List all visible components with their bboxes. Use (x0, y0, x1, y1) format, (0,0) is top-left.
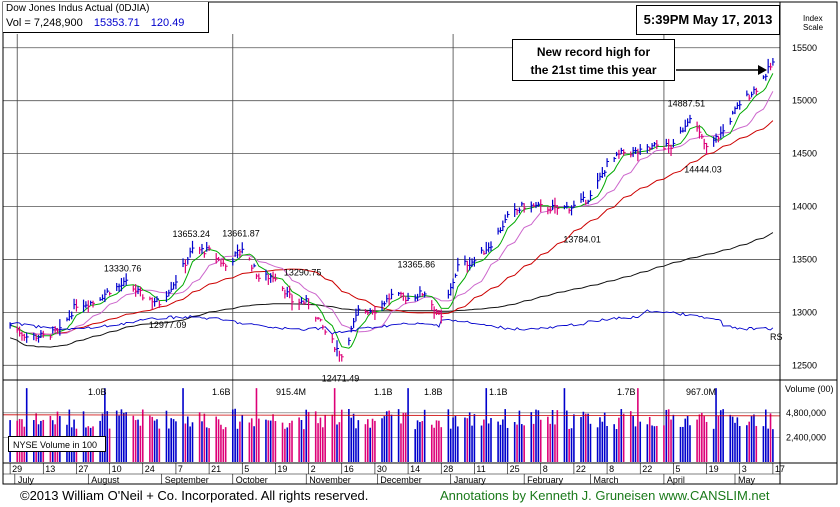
price-tick-label: 14000 (792, 202, 817, 212)
index-scale-line2: Scale (803, 23, 824, 32)
price-tick-label: 13500 (792, 254, 817, 264)
volume-average-line (2, 414, 781, 417)
day-tick-label: 30 (377, 464, 387, 474)
change-value: 120.49 (150, 17, 185, 29)
chart-frame (2, 1, 838, 485)
price-annotation-label: 13661.87 (222, 228, 260, 238)
volume-annotation-label: 1.7B (617, 387, 636, 397)
price-annotation-label: 13330.76 (104, 263, 142, 273)
annotation-line-2: the 21st time this year (530, 63, 657, 77)
month-label: August (91, 475, 120, 485)
day-tick-label: 5 (675, 464, 680, 474)
rs-line-path (10, 309, 774, 335)
day-tick-label: 29 (12, 464, 22, 474)
volume-tick-label: 4,800,000 (786, 408, 826, 418)
price-bars (9, 58, 775, 362)
day-tick-label: 5 (244, 464, 249, 474)
day-tick-label: 24 (145, 464, 155, 474)
volume-annotation-label: 1.1B (489, 387, 508, 397)
annotation-arrowhead (758, 65, 767, 75)
price-tick-label: 15000 (792, 96, 817, 106)
price-tick-label: 14500 (792, 149, 817, 159)
index-scale-line1: Index (803, 14, 823, 23)
day-tick-label: 28 (443, 464, 453, 474)
day-tick-label: 2 (311, 464, 316, 474)
price-annotation-label: 13653.24 (173, 229, 211, 239)
price-line: Vol = 7,248,900 15353.71 120.49 (6, 17, 184, 29)
day-tick-label: 8 (543, 464, 548, 474)
header-info: Dow Jones Indus Actual (0DJIA) Vol = 7,2… (3, 2, 209, 33)
month-label: July (18, 475, 35, 485)
price-annotation-label: 14887.51 (668, 99, 706, 109)
month-label: January (454, 475, 487, 485)
annotation-box: New record high for the 21st time this y… (512, 39, 675, 81)
volume-legend-box: NYSE Volume in 100 (8, 436, 106, 452)
price-tick-label: 13000 (792, 307, 817, 317)
volume-value: Vol = 7,248,900 (6, 17, 83, 29)
day-tick-label: 11 (476, 464, 485, 474)
volume-annotation-label: 1.6B (212, 387, 231, 397)
price-annotation-label: 12471.49 (322, 373, 360, 383)
day-tick-label: 21 (211, 464, 221, 474)
rs-label: RS (770, 332, 783, 342)
day-tick-label: 22 (576, 464, 586, 474)
index-scale-label: Index Scale (803, 14, 823, 32)
volume-annotation-label: 1.8B (424, 387, 443, 397)
price-value: 15353.71 (93, 17, 140, 29)
price-annotation-label: 14444.03 (684, 165, 722, 175)
copyright-text: ©2013 William O'Neil + Co. Incorporated.… (20, 488, 369, 503)
month-label: September (165, 475, 209, 485)
month-label: May (738, 475, 756, 485)
day-tick-label: 19 (709, 464, 719, 474)
price-annotation-label: 13290.75 (284, 268, 322, 278)
volume-annotation-label: 967.0M (686, 387, 716, 397)
annotation-credit: Annotations by Kenneth J. Gruneisen www.… (440, 488, 770, 503)
volume-annotation-label: 1.1B (374, 387, 393, 397)
month-label: October (236, 475, 268, 485)
volume-annotation-label: 1.0B (88, 387, 107, 397)
day-tick-label: 22 (642, 464, 652, 474)
day-tick-label: 25 (510, 464, 520, 474)
volume-bars (2, 388, 781, 462)
month-label: April (667, 475, 685, 485)
ma-50-line (9, 120, 774, 335)
volume-tick-label: 2,400,000 (786, 432, 826, 442)
day-tick-label: 13 (45, 464, 55, 474)
price-annotation-label: 12977.09 (149, 320, 187, 330)
month-label: March (593, 475, 618, 485)
chart-title: Dow Jones Indus Actual (0DJIA) (6, 3, 150, 14)
day-tick-label: 3 (742, 464, 747, 474)
annotation-line-1: New record high for (536, 45, 651, 59)
day-tick-label: 19 (277, 464, 287, 474)
day-tick-label: 17 (775, 464, 785, 474)
price-tick-label: 15500 (792, 43, 817, 53)
day-tick-label: 10 (112, 464, 122, 474)
chart-labels: 12500130001350014000145001500015500RS133… (12, 43, 833, 485)
month-label: November (309, 475, 351, 485)
price-annotation-label: 13365.86 (398, 260, 436, 270)
price-tick-label: 12500 (792, 360, 817, 370)
volume-axis-label: Volume (00) (785, 384, 834, 394)
day-tick-label: 16 (344, 464, 354, 474)
day-tick-label: 14 (410, 464, 420, 474)
volume-annotation-label: 915.4M (276, 387, 306, 397)
timestamp-box: 5:39PM May 17, 2013 (636, 5, 780, 35)
day-tick-label: 7 (178, 464, 183, 474)
price-annotation-label: 13784.01 (563, 234, 601, 244)
ma-21-line (9, 91, 774, 335)
ma-10-line (9, 73, 774, 349)
month-label: December (380, 475, 422, 485)
moving-averages (9, 73, 774, 349)
relative-strength-line (10, 309, 774, 335)
day-tick-label: 8 (609, 464, 614, 474)
outer-frame (2, 1, 838, 485)
ma-200-line (9, 232, 774, 348)
volume-legend-text: NYSE Volume in 100 (13, 440, 98, 450)
month-label: February (527, 475, 564, 485)
day-tick-label: 27 (78, 464, 88, 474)
